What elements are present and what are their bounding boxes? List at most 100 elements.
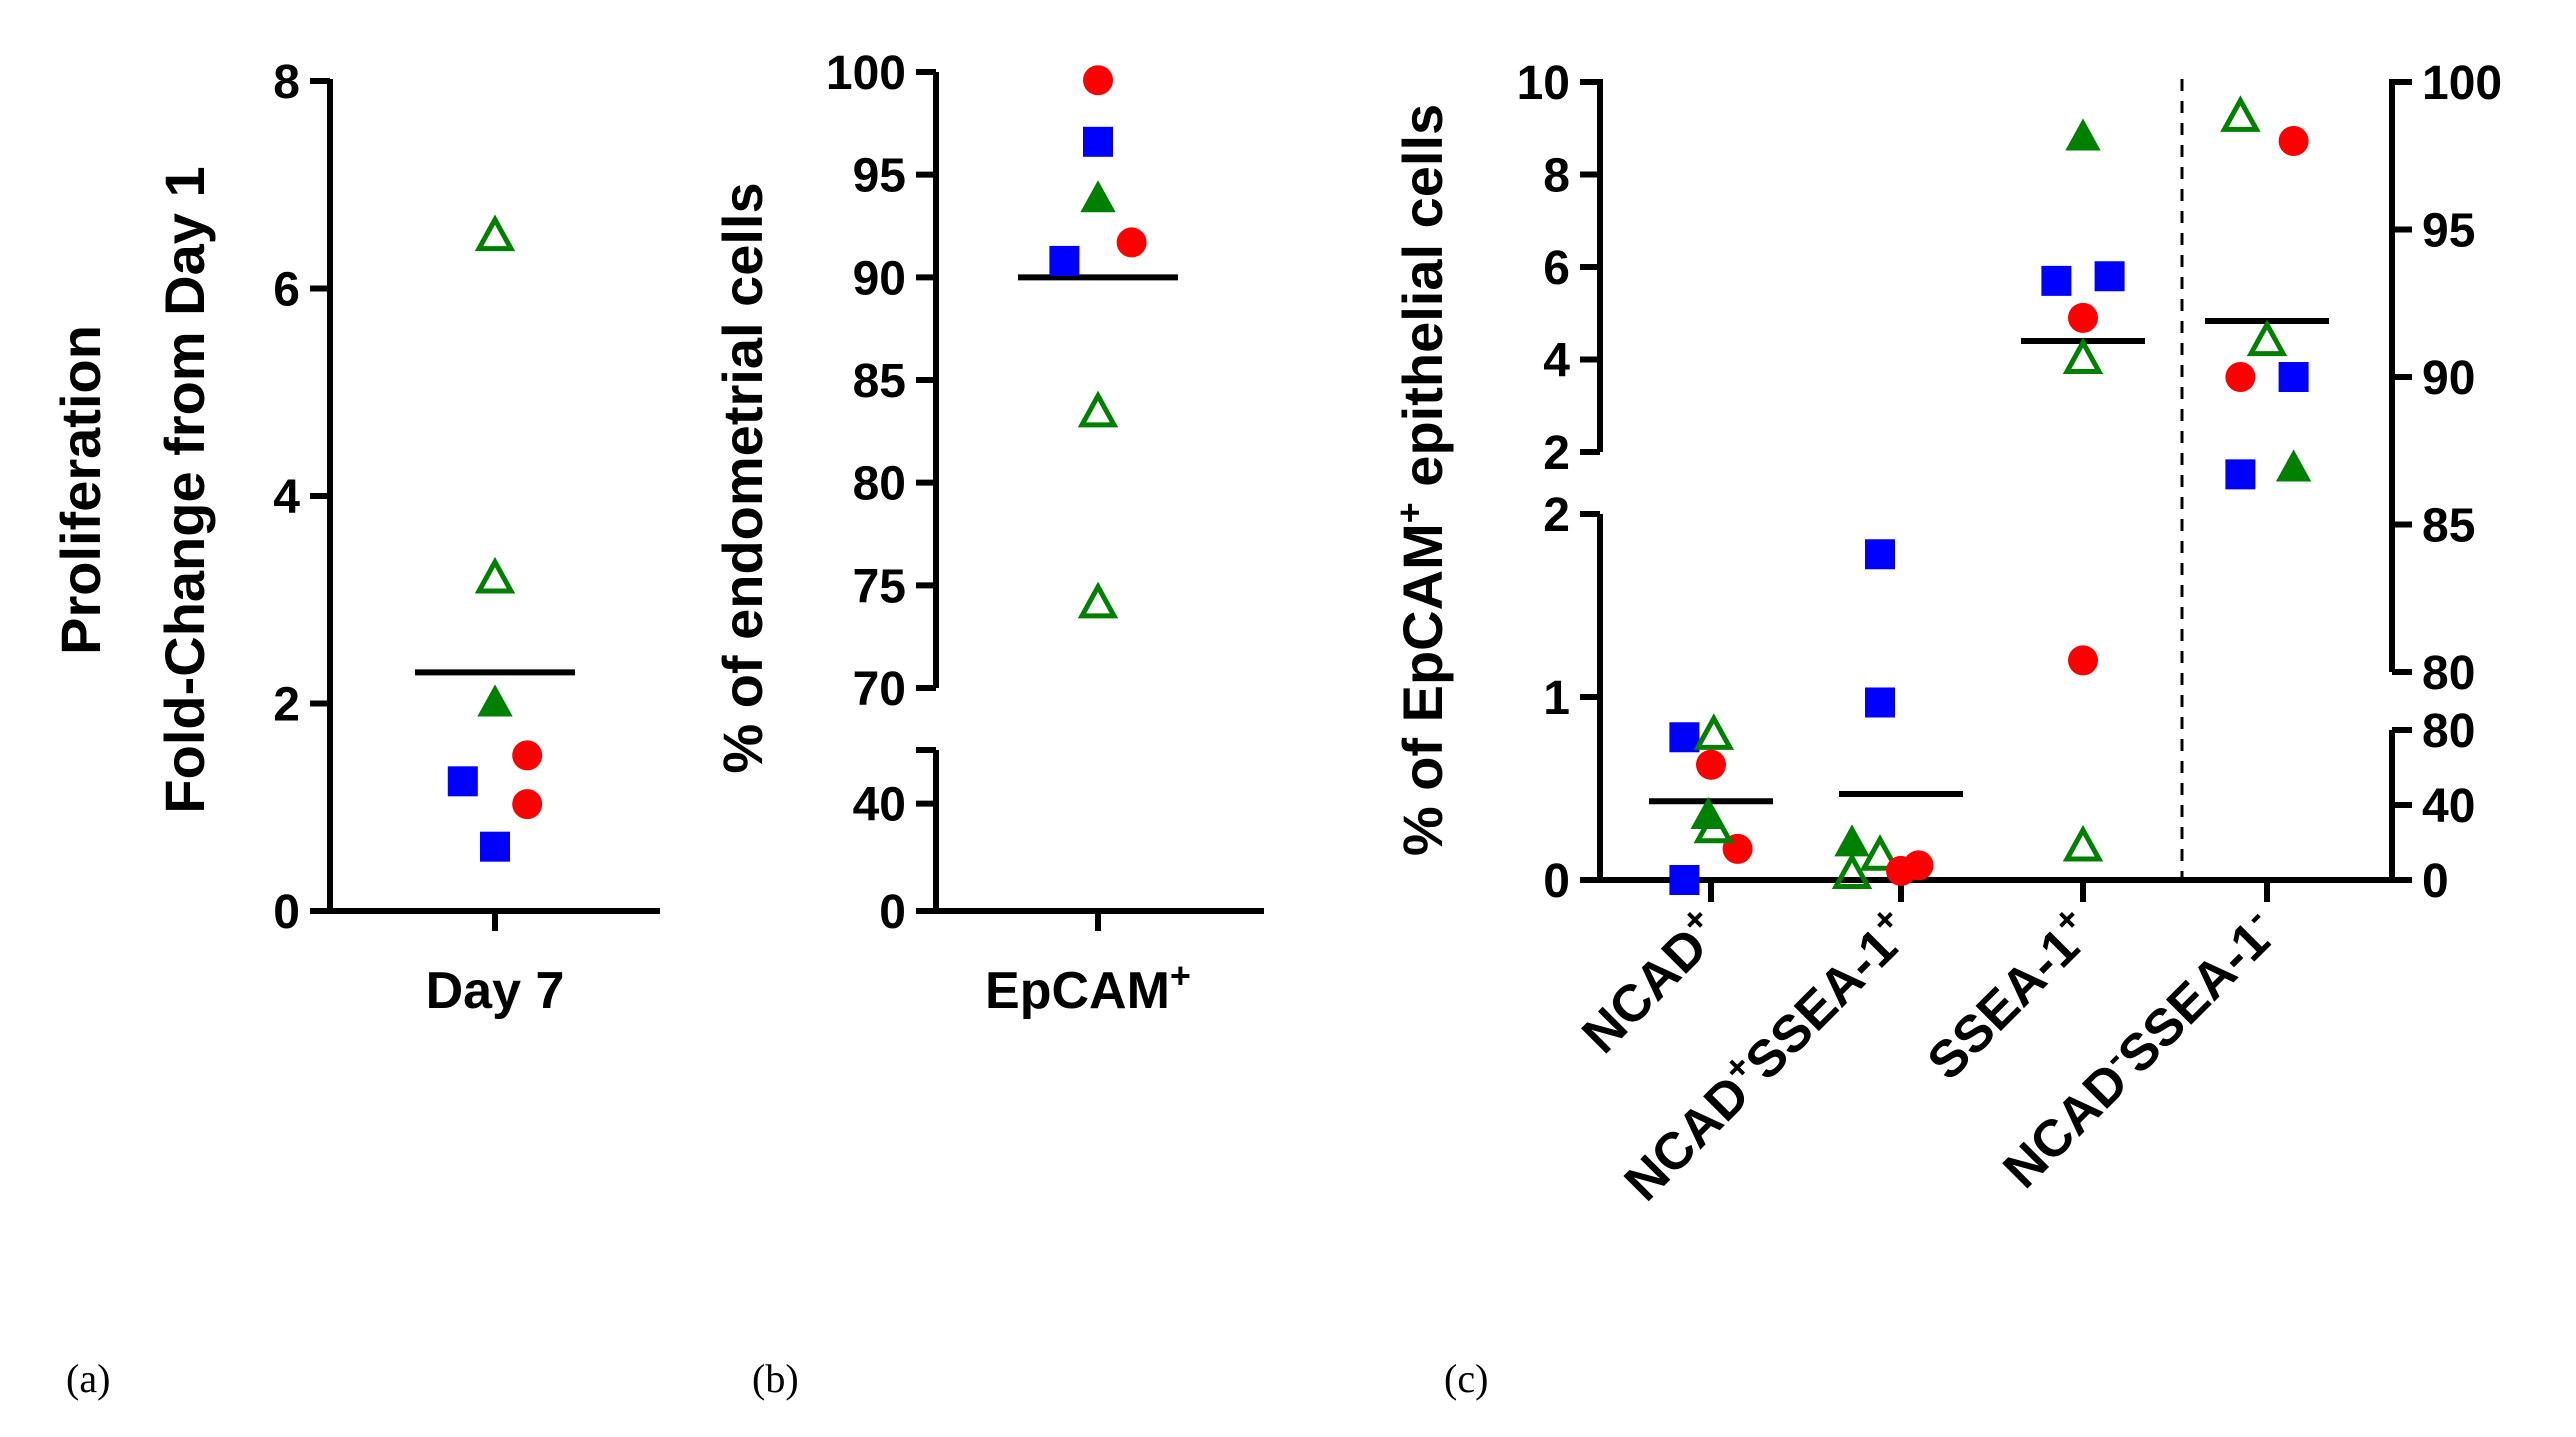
b-point-4 [1116,227,1147,258]
a-marks [415,214,575,862]
c-point-13 [1903,850,1934,881]
c-point-11 [1859,834,1901,871]
b-point-6 [1077,581,1119,619]
c-point-14 [2065,118,2101,151]
b-ytick-70-label: 70 [853,663,906,716]
a-point-1 [474,556,516,594]
c-point-16 [2094,261,2125,292]
c-left-ytick-10-label: 10 [1517,57,1570,110]
c-left-ytick-lower-1-label: 1 [1543,672,1570,725]
c-xtick-label-0: NCAD+ [1566,897,1733,1064]
a-point-2 [477,684,513,717]
b-point-3 [1049,245,1080,276]
c-right-ytick-lower-40-label: 40 [2422,780,2475,833]
a-ytick-0-label: 0 [273,886,300,939]
c-xtick-label-2-part-0: SSEA-1 [1917,917,2091,1091]
c-point-1 [1669,865,1700,895]
panel-c: % of EpCAM+ epithelial cells 24681001280… [1389,57,2503,1401]
c-ylabel-rest: epithelial cells [1391,104,1454,502]
b-yticks: 70 75 80 85 90 95 100 0 40 [826,47,936,939]
c-point-21 [2220,95,2261,132]
c-xtick-label-2: SSEA-1+ [1911,897,2105,1091]
c-point-24 [2225,362,2256,392]
b-point-0 [1083,65,1113,96]
c-right-ytick-100-label: 100 [2422,57,2502,110]
a-point-3 [447,766,478,797]
b-ytick-lower-40-label: 40 [853,779,906,832]
a-panel-label: (a) [66,1356,110,1401]
b-panel-label: (b) [752,1356,799,1401]
a-point-6 [512,789,543,820]
c-right-ytick-lower-80-label: 80 [2422,705,2475,758]
c-point-6 [1693,806,1735,844]
b-ytick-lower-0-label: 0 [879,886,906,939]
a-ylabel-line1: Proliferation [49,325,112,655]
c-point-22 [2278,126,2309,156]
b-xtick-label: EpCAM+ [985,955,1191,1021]
a-ylabel-line2: Fold-Change from Day 1 [153,166,216,813]
c-point-23 [2246,319,2288,357]
c-point-18 [2062,337,2104,374]
a-xticks: Day 7 [426,911,565,1020]
c-xtick-label-0-part-0: NCAD [1571,917,1718,1064]
c-marks [1649,95,2329,895]
c-ylabel-main: % of EpCAM [1391,523,1454,856]
c-point-7 [1865,539,1895,570]
c-right-ytick-lower-0-label: 0 [2422,855,2449,908]
c-point-19 [2068,645,2098,676]
a-ytick-4-label: 4 [273,471,300,524]
c-xtick-label-3-part-2: SSEA-1 [2107,911,2281,1085]
b-ytick-90-label: 90 [853,252,906,305]
a-point-0 [474,214,516,252]
a-point-5 [512,740,543,771]
c-ylabel-sup: + [1389,502,1430,523]
c-left-ytick-6-label: 6 [1543,242,1570,295]
b-marks [1018,65,1178,619]
a-xtick-label: Day 7 [426,962,565,1020]
c-left-ytick-2-label: 2 [1543,427,1570,480]
c-point-10 [1831,852,1873,890]
b-ytick-95-label: 95 [853,150,906,203]
c-point-17 [2068,302,2098,333]
c-right-ytick-80-label: 80 [2422,647,2475,700]
c-point-15 [2041,265,2072,296]
c-point-26 [2225,459,2256,490]
c-point-4 [1693,713,1735,750]
b-ytick-100-label: 100 [826,47,906,100]
c-point-0 [1669,722,1700,753]
c-xtick-label-1-part-2: SSEA-1 [1735,917,1909,1091]
panel-a: Proliferation Fold-Change from Day 1 0 2 4… [49,56,660,1401]
a-yticks: 0 2 4 6 8 [273,56,330,939]
b-point-5 [1077,390,1119,428]
c-right-ytick-85-label: 85 [2422,500,2475,553]
c-left-ytick-4-label: 4 [1543,335,1570,388]
b-point-2 [1080,180,1116,213]
c-xticks: NCAD+NCAD+SSEA-1+ SSEA-1+NCAD-SSEA-1- [1566,880,2281,1212]
c-panel-label: (c) [1444,1356,1488,1401]
b-ytick-80-label: 80 [853,458,906,511]
b-ytick-85-label: 85 [853,355,906,408]
a-ytick-8-label: 8 [273,56,300,109]
c-point-20 [2062,824,2104,862]
c-left-ytick-8-label: 8 [1543,150,1570,203]
b-ylabel: % of endometrial cells [711,182,774,773]
b-xtick-label-sup: + [1170,955,1191,996]
b-ytick-75-label: 75 [853,560,906,613]
c-point-2 [1696,749,1726,780]
c-xtick-label-1-part-0: NCAD [1614,1065,1761,1212]
b-xticks: EpCAM+ [985,911,1191,1020]
panel-b: % of endometrial cells 70 75 80 85 90 95 100 0 4… [711,47,1264,1401]
c-point-9 [1834,824,1870,857]
c-point-8 [1865,687,1895,718]
a-ytick-6-label: 6 [273,264,300,317]
c-ylabel: % of EpCAM+ epithelial cells [1389,104,1455,856]
c-left-ytick-lower-0-label: 0 [1543,855,1570,908]
c-xtick-label-3-part-0: NCAD [1992,1052,2139,1199]
c-right-ytick-90-label: 90 [2422,352,2475,405]
c-point-27 [2275,449,2312,482]
b-point-1 [1083,126,1113,157]
a-ytick-2-label: 2 [273,679,300,732]
c-point-25 [2278,362,2309,392]
